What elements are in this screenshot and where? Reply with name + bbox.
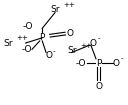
Text: -O: -O — [75, 58, 86, 68]
Text: O: O — [67, 29, 74, 38]
Text: Sr: Sr — [67, 46, 76, 55]
Text: Sr: Sr — [50, 5, 60, 14]
Text: ++: ++ — [16, 35, 28, 41]
Text: -: - — [98, 35, 100, 41]
Text: -: - — [121, 55, 124, 61]
Text: O: O — [45, 51, 52, 60]
Text: O: O — [90, 39, 97, 48]
Text: -O: -O — [23, 22, 33, 31]
Text: O: O — [95, 82, 102, 91]
Text: P: P — [96, 58, 101, 68]
Text: O: O — [113, 58, 120, 68]
Text: P: P — [40, 33, 45, 42]
Text: -: - — [53, 48, 56, 54]
Text: ++: ++ — [80, 43, 92, 49]
Text: Sr: Sr — [3, 39, 12, 48]
Text: ++: ++ — [63, 2, 75, 8]
Text: -O: -O — [22, 45, 32, 54]
